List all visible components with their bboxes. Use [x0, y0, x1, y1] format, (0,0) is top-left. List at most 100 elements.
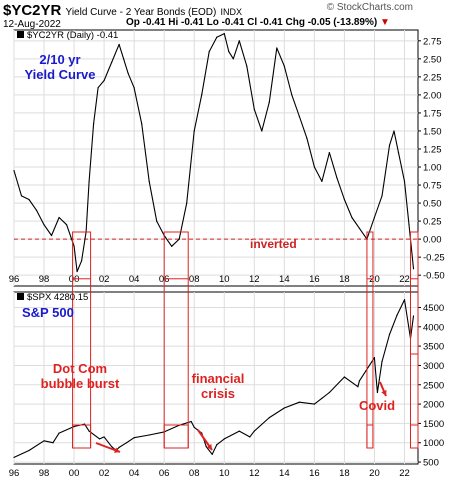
- data-point-1: [298, 401, 300, 403]
- date-label: 12-Aug-2022: [3, 19, 61, 30]
- y-tick-label: 2.75: [423, 36, 442, 47]
- data-point-1: [388, 333, 391, 336]
- y-tick-label: 4000: [423, 322, 444, 333]
- data-point-0: [43, 224, 45, 226]
- data-point-0: [291, 94, 293, 96]
- x-tick-label-lower: 22: [399, 468, 410, 479]
- data-point-0: [393, 130, 395, 132]
- data-point-0: [208, 51, 210, 53]
- data-point-0: [276, 47, 278, 49]
- y-tick-label: 2500: [423, 380, 444, 391]
- covid-annotation: Covid: [359, 398, 395, 413]
- x-tick-label-lower: 14: [279, 468, 290, 479]
- y-tick-label: 2.00: [423, 90, 442, 101]
- data-point-0: [73, 245, 75, 247]
- data-point-0: [261, 130, 263, 132]
- data-point-1: [328, 391, 330, 394]
- data-point-1: [103, 436, 105, 438]
- y-tick-label: 0.00: [423, 235, 442, 246]
- x-tick-label-lower: 06: [159, 468, 170, 479]
- y-tick-label: 1.25: [423, 144, 442, 155]
- x-tick-label-upper: 00: [69, 274, 80, 285]
- x-tick-label-upper: 16: [309, 274, 320, 285]
- exchange-label: INDX: [220, 7, 243, 17]
- highlight-box-top: [163, 231, 189, 280]
- data-point-1: [283, 407, 285, 409]
- data-point-0: [133, 87, 135, 89]
- data-point-1: [373, 357, 376, 359]
- data-point-0: [343, 198, 346, 201]
- data-point-0: [80, 260, 83, 262]
- highlight-box-top: [366, 231, 374, 280]
- legend-swatch-spx: [17, 293, 24, 300]
- x-tick-label-lower: 12: [249, 468, 260, 479]
- data-point-1: [88, 430, 90, 432]
- data-point-0: [20, 195, 23, 197]
- sp500-annotation: S&P 500: [22, 305, 74, 320]
- data-point-0: [216, 36, 218, 38]
- data-point-1: [403, 299, 406, 301]
- data-point-0: [88, 180, 90, 183]
- x-tick-label-lower: 16: [309, 468, 320, 479]
- y-tick-label: 3500: [423, 342, 444, 353]
- data-point-0: [336, 177, 338, 179]
- data-point-0: [171, 245, 173, 247]
- panel-frame-1: [13, 291, 419, 465]
- highlight-box-bottom: [366, 424, 374, 449]
- x-tick-label-upper: 04: [129, 274, 140, 285]
- highlight-box-top: [72, 231, 92, 280]
- x-tick-label-lower: 96: [9, 468, 20, 479]
- data-point-1: [58, 432, 60, 434]
- y-tick-label: -0.50: [423, 271, 445, 282]
- data-point-1: [148, 434, 150, 436]
- data-point-0: [412, 268, 415, 270]
- data-point-0: [268, 101, 270, 103]
- y-tick-label: 0.75: [423, 181, 442, 192]
- legend-yc: $YC2YR (Daily) -0.41: [27, 30, 118, 41]
- y-tick-label: 0.25: [423, 217, 442, 228]
- data-point-0: [111, 61, 113, 64]
- highlight-box-bottom: [72, 424, 92, 449]
- x-tick-label-lower: 10: [219, 468, 230, 479]
- data-point-0: [228, 51, 230, 53]
- data-point-1: [28, 449, 30, 452]
- data-point-0: [403, 180, 406, 183]
- data-point-1: [190, 420, 192, 423]
- data-point-0: [35, 209, 38, 211]
- data-point-0: [97, 87, 99, 89]
- data-point-1: [118, 446, 120, 448]
- chart-subtitle: Yield Curve - 2 Year Bonds (EOD): [65, 7, 217, 18]
- x-tick-label-lower: 08: [189, 468, 200, 479]
- data-point-0: [388, 144, 391, 146]
- ohlc-values: Op -0.41 Hi -0.41 Lo -0.41 Cl -0.41 Chg …: [126, 17, 378, 28]
- x-tick-label-upper: 10: [219, 274, 230, 285]
- data-point-0: [148, 180, 150, 183]
- data-point-1: [193, 426, 195, 428]
- data-point-1: [357, 386, 359, 388]
- data-point-0: [186, 202, 188, 204]
- x-tick-label-upper: 12: [249, 274, 260, 285]
- data-point-1: [211, 453, 213, 455]
- data-point-1: [216, 444, 218, 446]
- data-point-0: [141, 123, 143, 125]
- data-point-1: [111, 446, 113, 448]
- data-point-0: [298, 115, 300, 118]
- data-point-0: [223, 33, 225, 35]
- x-tick-label-lower: 02: [99, 468, 110, 479]
- data-point-1: [321, 397, 323, 399]
- data-point-0: [238, 40, 240, 42]
- x-tick-label-upper: 22: [399, 274, 410, 285]
- x-tick-label-upper: 98: [39, 274, 50, 285]
- data-point-1: [358, 380, 361, 382]
- data-point-1: [249, 436, 251, 438]
- data-point-1: [412, 315, 415, 317]
- data-point-0: [193, 130, 195, 132]
- x-tick-label-upper: 02: [99, 274, 110, 285]
- x-tick-label-lower: 00: [69, 468, 80, 479]
- down-arrow-icon: ▼: [379, 17, 390, 28]
- data-point-0: [313, 166, 315, 168]
- data-point-0: [321, 180, 323, 183]
- yield-curve-annotation: 2/10 yr Yield Curve: [24, 52, 95, 82]
